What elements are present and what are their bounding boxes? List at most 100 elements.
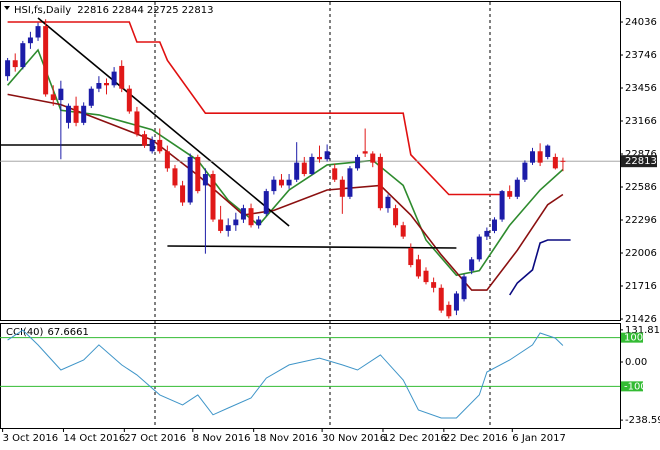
candle-body [446, 304, 452, 317]
candle-body [81, 105, 87, 123]
candle-body [240, 208, 246, 220]
candle-body [88, 88, 94, 106]
candle-body [218, 219, 224, 231]
y-tick-label: 22876 [625, 149, 657, 160]
candle-body [286, 179, 292, 186]
candle-body [377, 156, 383, 209]
level-box [621, 332, 643, 343]
x-tick-label: 6 Jan 2017 [512, 433, 566, 444]
indicator-line [6, 48, 564, 277]
candle-body [43, 26, 49, 95]
candle-body [157, 139, 163, 152]
x-tick-label: 12 Dec 2016 [383, 433, 447, 444]
candle-body [309, 156, 315, 175]
y-tick-label: 23746 [625, 50, 657, 61]
candle-body [552, 156, 558, 169]
candle-body [431, 282, 437, 288]
level-label: 100 [624, 333, 643, 344]
candle-body [339, 179, 345, 197]
candle-body [111, 71, 117, 86]
candle-body [294, 162, 300, 180]
candle-body [27, 37, 33, 44]
candle-body [461, 276, 467, 300]
candle-body [408, 247, 414, 266]
x-tick-label: 30 Nov 2016 [322, 433, 386, 444]
candle-body [104, 83, 110, 86]
menu-arrow[interactable] [4, 6, 10, 10]
candle-body [96, 83, 102, 89]
candle-body [355, 156, 361, 169]
y-tick-label: 22586 [625, 182, 657, 193]
candle-body [476, 236, 482, 260]
candle-body [202, 174, 208, 186]
candle-body [149, 139, 155, 152]
candle-body [393, 208, 399, 226]
candle-body [142, 134, 148, 146]
candle-body [278, 179, 284, 186]
candle-body [469, 259, 475, 271]
y-tick-label: 22296 [625, 215, 657, 226]
level-box [621, 381, 643, 392]
indicator-line [7, 93, 564, 291]
candle-body [438, 287, 444, 311]
candle-body [233, 219, 239, 226]
candle-body [370, 153, 376, 163]
y-tick-label: 22006 [625, 248, 657, 259]
close-value: 22813 [182, 5, 214, 16]
candle-body [499, 191, 505, 220]
high-value: 22844 [112, 5, 144, 16]
candle-body [484, 230, 490, 237]
candle-body [5, 60, 11, 77]
candle-body [195, 156, 201, 192]
candle-body [400, 225, 406, 237]
candle-body [164, 151, 170, 169]
x-tick-label: 18 Nov 2016 [254, 433, 318, 444]
candle-body [35, 26, 41, 38]
y-tick-label: 21716 [625, 281, 657, 292]
candle-body [50, 94, 56, 101]
period-separators [154, 2, 491, 428]
candle-body [248, 208, 254, 226]
candle-body [522, 162, 528, 180]
candle-body [58, 88, 64, 101]
candle-body [225, 225, 231, 231]
candle-body [347, 168, 353, 197]
candle-body [385, 196, 391, 209]
candle-body [514, 179, 520, 197]
y-tick-label: 23456 [625, 83, 657, 94]
candle-body [134, 111, 140, 135]
candle-body [172, 168, 178, 186]
candle-body [507, 191, 513, 197]
y-tick-label: -238.593 [625, 415, 660, 426]
indicator-line [509, 239, 571, 296]
candle-body [256, 219, 262, 226]
indicator-value: 67.6661 [47, 327, 88, 338]
cci-line [7, 329, 564, 419]
open-value: 22816 [77, 5, 109, 16]
chart-header: HSI,fs,Daily 22816 22844 22725 22813 [14, 5, 213, 16]
candle-body [73, 105, 79, 123]
candle-body [20, 43, 26, 68]
candle-body [332, 168, 338, 180]
candle-body [317, 156, 323, 160]
low-value: 22725 [147, 5, 179, 16]
candle-body [545, 145, 551, 157]
symbol: HSI,fs,Daily [14, 5, 71, 16]
candle-body [187, 156, 193, 203]
y-tick-label: 24036 [625, 17, 657, 28]
candle-body [119, 65, 125, 89]
level-label: -100 [624, 381, 647, 392]
y-tick-label: 0.00 [625, 357, 647, 368]
candle-body [12, 60, 18, 68]
candle-body [324, 151, 330, 160]
candle-body [537, 151, 543, 163]
x-tick-label: 27 Oct 2016 [124, 433, 186, 444]
y-tick-label: 131.8119 [625, 325, 660, 336]
x-tick-label: 14 Oct 2016 [63, 433, 125, 444]
candle-body [180, 185, 186, 203]
y-tick-label: 23166 [625, 116, 657, 127]
cci-panel [0, 323, 621, 429]
x-tick-label: 8 Nov 2016 [193, 433, 251, 444]
current-price-label: 22813 [625, 156, 657, 167]
